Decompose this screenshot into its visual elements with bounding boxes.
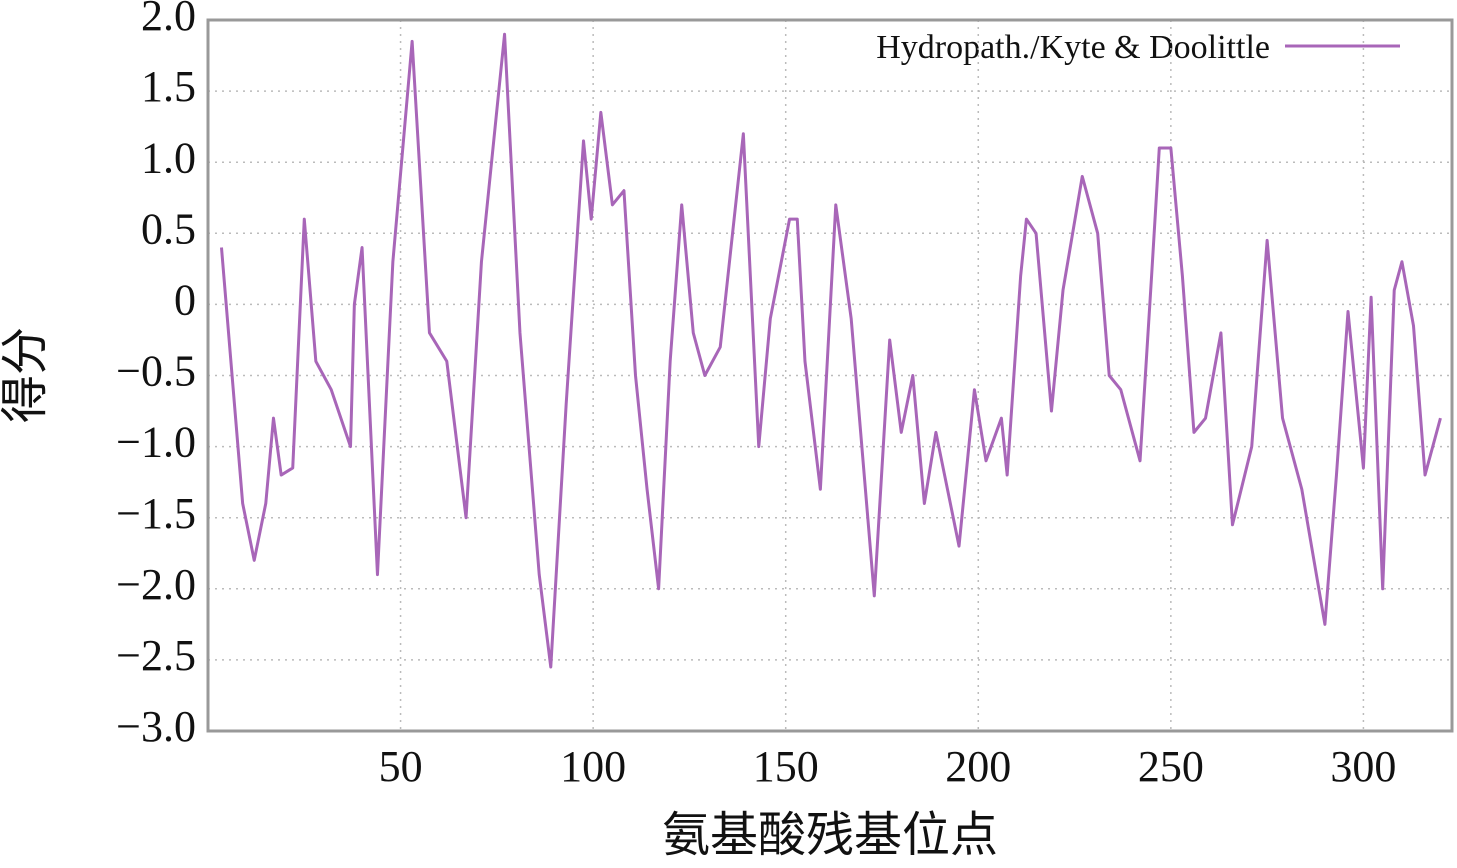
y-tick-label: −3.0 — [116, 702, 196, 751]
data-line — [219, 32, 1442, 669]
x-tick-label: 50 — [379, 742, 423, 791]
y-tick-label: −0.5 — [116, 347, 196, 396]
y-tick-label: −2.0 — [116, 560, 196, 609]
y-axis-label: 得分 — [0, 327, 52, 423]
plot-frame — [206, 18, 1454, 733]
x-tick-label: 250 — [1138, 742, 1204, 791]
y-tick-label: 2.0 — [141, 0, 196, 40]
y-tick-label: 1.0 — [141, 133, 196, 182]
x-axis-label: 氨基酸残基位点 — [662, 809, 998, 862]
y-tick-label: 0 — [174, 275, 196, 324]
legend-label: Hydropath./Kyte & Doolittle — [876, 29, 1270, 66]
y-tick-label: −1.0 — [116, 418, 196, 467]
y-tick-label: −1.5 — [116, 489, 196, 538]
x-tick-label: 100 — [560, 742, 626, 791]
x-tick-label: 200 — [945, 742, 1011, 791]
y-tick-label: 1.5 — [141, 62, 196, 111]
x-tick-label: 300 — [1330, 742, 1396, 791]
y-tick-label: 0.5 — [141, 204, 196, 253]
x-tick-label: 150 — [753, 742, 819, 791]
y-tick-label: −2.5 — [116, 631, 196, 680]
